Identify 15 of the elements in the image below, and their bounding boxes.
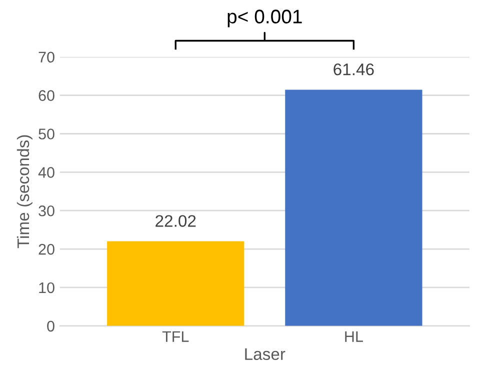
x-axis-title: Laser [245,348,286,360]
data-label: 61.46 [334,63,374,76]
y-tick-label: 60 [38,90,54,101]
y-axis-title: Time (seconds) [16,135,32,248]
y-tick-label: 70 [38,52,54,63]
y-tick-label: 30 [38,205,54,216]
x-tick-label: TFL [162,331,189,342]
data-label: 22.02 [156,215,196,227]
x-tick-label: HL [345,331,363,342]
y-tick-label: 20 [38,244,54,255]
y-tick-label: 10 [39,282,54,294]
text: p< 0.001 [228,10,302,28]
y-tick-label: 40 [38,167,54,178]
y-tick-label: 50 [38,128,54,140]
y-tick-label: 0 [47,320,54,332]
